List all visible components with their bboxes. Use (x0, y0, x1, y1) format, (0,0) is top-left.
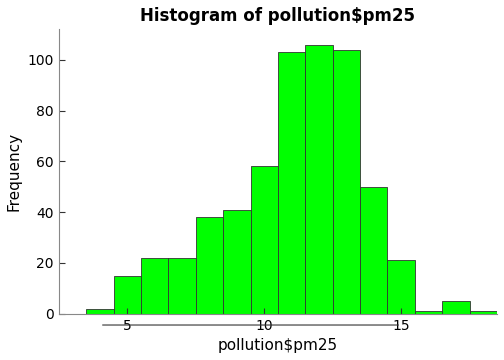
Bar (86, 309, 113, 314)
Bar (333, 50, 360, 314)
Bar (470, 311, 497, 314)
Bar (415, 311, 443, 314)
X-axis label: pollution$pm25: pollution$pm25 (218, 338, 338, 353)
Bar (388, 260, 415, 314)
Bar (113, 275, 141, 314)
Bar (141, 258, 168, 314)
Bar (250, 166, 278, 314)
Bar (168, 258, 196, 314)
Bar (223, 210, 250, 314)
Title: Histogram of pollution$pm25: Histogram of pollution$pm25 (141, 7, 415, 25)
Bar (443, 301, 470, 314)
Y-axis label: Frequency: Frequency (7, 132, 22, 211)
Bar (278, 52, 305, 314)
Bar (305, 45, 333, 314)
Bar (360, 187, 388, 314)
Bar (196, 217, 223, 314)
